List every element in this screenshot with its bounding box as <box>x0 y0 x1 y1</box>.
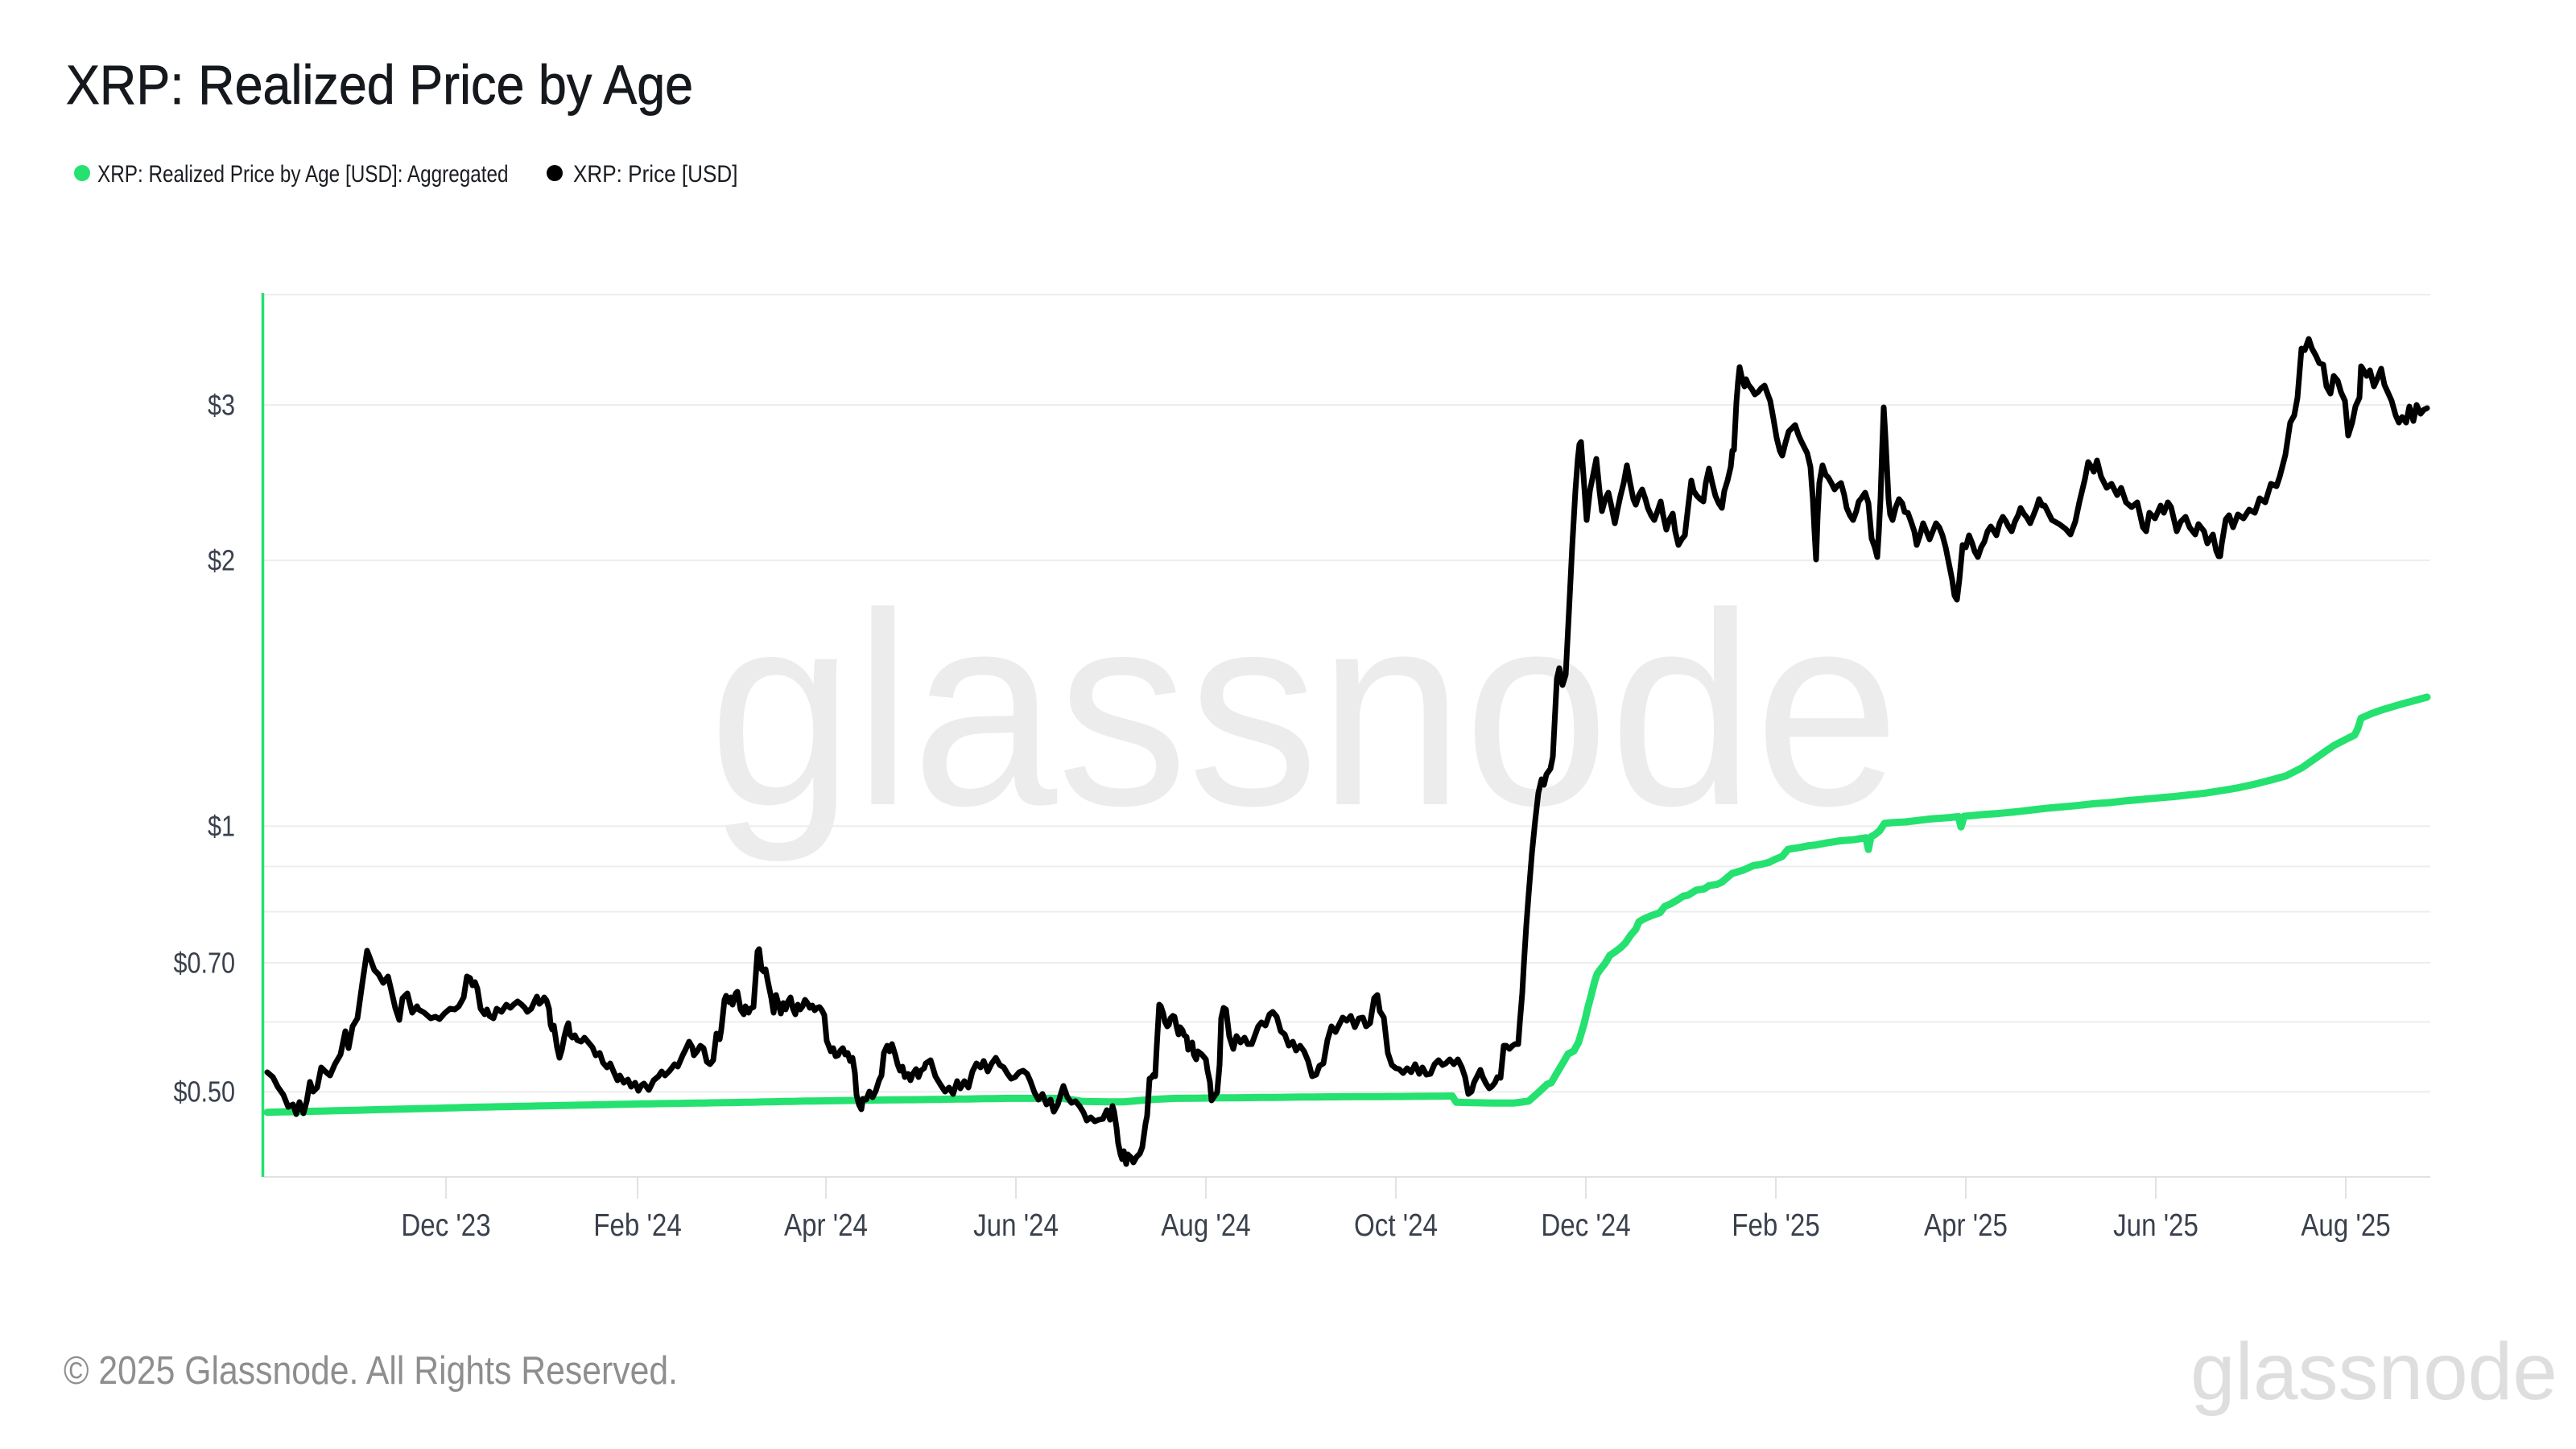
svg-text:Aug '25: Aug '25 <box>2301 1207 2390 1242</box>
svg-text:Feb '25: Feb '25 <box>1732 1207 1820 1242</box>
svg-text:$0.50: $0.50 <box>173 1076 235 1108</box>
svg-text:Feb '24: Feb '24 <box>593 1207 682 1242</box>
svg-text:Dec '23: Dec '23 <box>401 1207 490 1242</box>
svg-text:$2: $2 <box>208 545 235 577</box>
svg-text:Oct '24: Oct '24 <box>1354 1207 1438 1242</box>
svg-text:$3: $3 <box>208 390 235 422</box>
svg-text:Aug '24: Aug '24 <box>1161 1207 1250 1242</box>
svg-text:Apr '24: Apr '24 <box>784 1207 868 1242</box>
svg-text:Dec '24: Dec '24 <box>1541 1207 1630 1242</box>
svg-text:Jun '24: Jun '24 <box>973 1207 1059 1242</box>
svg-text:$0.70: $0.70 <box>173 947 235 980</box>
svg-text:Apr '25: Apr '25 <box>1924 1207 2008 1242</box>
svg-text:Jun '25: Jun '25 <box>2113 1207 2198 1242</box>
svg-text:$1: $1 <box>208 811 235 843</box>
